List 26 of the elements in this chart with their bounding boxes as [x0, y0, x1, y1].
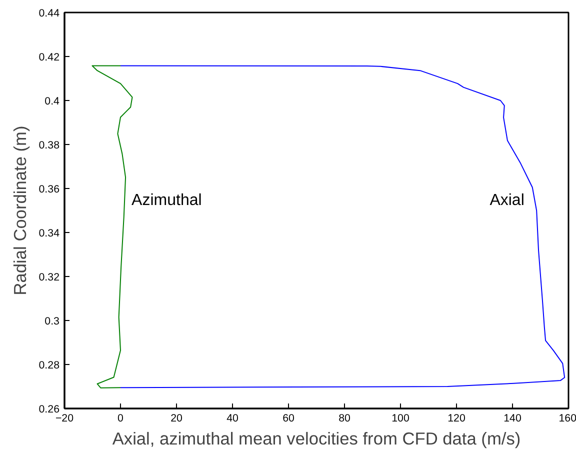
y-tick-label: 0.32	[38, 272, 60, 284]
y-tick-label: 0.4	[44, 96, 60, 108]
line-series	[120, 65, 566, 388]
x-tick-label: 120	[448, 412, 466, 424]
x-tick-label: 100	[392, 412, 410, 424]
y-axis-title: Radial Coordinate (m)	[10, 126, 30, 296]
x-tick-label: 20	[170, 412, 182, 424]
x-tick-label: 60	[282, 412, 294, 424]
y-tick-label: 0.44	[38, 8, 60, 20]
y-tick-label: 0.38	[38, 140, 60, 152]
y-tick-label: 0.3	[44, 316, 60, 328]
x-tick-label: −20	[55, 412, 74, 424]
y-tick-label: 0.28	[38, 360, 60, 372]
y-tick-label: 0.42	[38, 52, 60, 64]
y-tick-label: 0.36	[38, 184, 60, 196]
x-tick-label: 0	[118, 412, 124, 424]
annotation: Axial	[490, 192, 524, 209]
x-tick-label: 80	[338, 412, 350, 424]
y-tick-label: 0.34	[38, 228, 60, 240]
x-tick-label: 160	[558, 412, 576, 424]
x-tick-label: 40	[226, 412, 238, 424]
annotation: Azimuthal	[132, 192, 202, 209]
x-tick-label: 140	[504, 412, 522, 424]
line-series	[92, 65, 133, 388]
y-tick-label: 0.26	[38, 404, 60, 416]
x-axis-title: Axial, azimuthal mean velocities from CFD data (m/s)	[112, 428, 521, 448]
